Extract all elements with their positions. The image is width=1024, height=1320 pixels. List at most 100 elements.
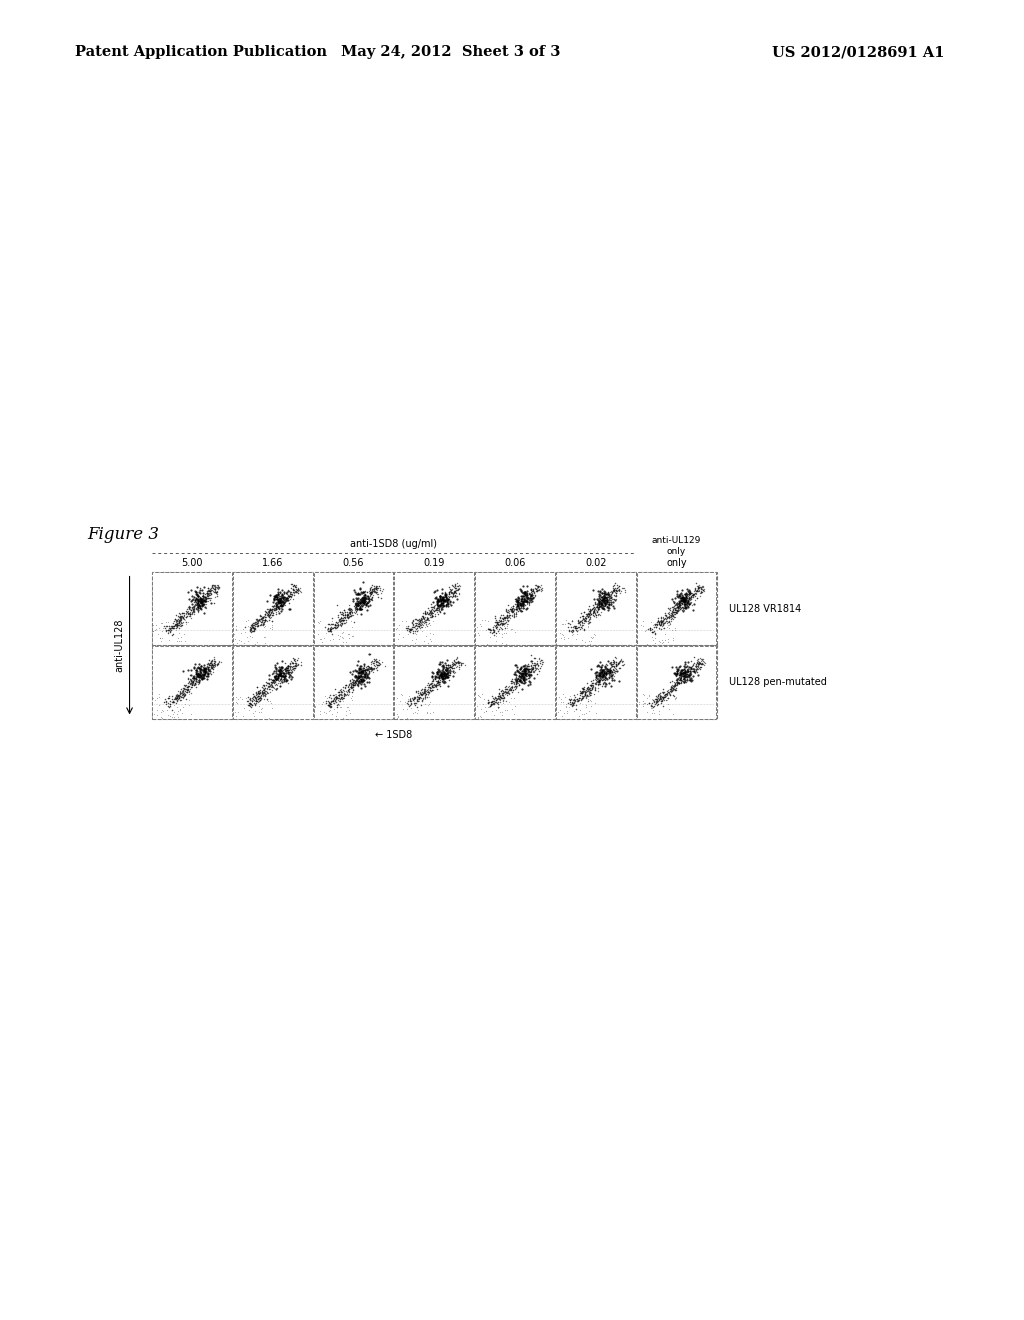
Point — [344, 605, 360, 626]
Point — [153, 627, 169, 648]
Point — [274, 598, 291, 619]
Point — [273, 579, 290, 601]
Point — [430, 594, 446, 615]
Point — [269, 597, 286, 618]
Point — [347, 672, 364, 693]
Point — [588, 605, 604, 626]
Point — [600, 659, 616, 680]
Point — [265, 669, 282, 690]
Point — [364, 657, 380, 678]
Point — [574, 678, 591, 700]
Point — [443, 579, 460, 601]
Point — [273, 590, 290, 611]
Point — [648, 616, 665, 638]
Point — [660, 602, 677, 623]
Point — [333, 603, 349, 624]
Point — [603, 589, 620, 610]
Point — [594, 590, 610, 611]
Point — [568, 620, 585, 642]
Point — [202, 660, 218, 681]
Point — [366, 578, 382, 599]
Point — [515, 591, 531, 612]
Point — [596, 593, 612, 614]
Point — [691, 653, 708, 675]
Point — [419, 701, 435, 722]
Point — [198, 590, 214, 611]
Point — [273, 660, 290, 681]
Point — [499, 602, 515, 623]
Point — [528, 653, 545, 675]
Point — [420, 672, 436, 693]
Point — [517, 665, 534, 686]
Point — [373, 582, 389, 603]
Point — [667, 599, 683, 620]
Point — [489, 612, 506, 634]
Point — [598, 591, 614, 612]
Point — [683, 664, 699, 685]
Point — [166, 609, 182, 630]
Point — [410, 611, 426, 632]
Point — [254, 612, 270, 634]
Point — [673, 669, 689, 690]
Point — [288, 578, 304, 599]
Point — [506, 603, 522, 624]
Point — [674, 593, 690, 614]
Point — [603, 582, 620, 603]
Point — [580, 676, 596, 697]
Point — [422, 677, 438, 698]
Point — [311, 612, 328, 634]
Point — [248, 689, 264, 710]
Point — [493, 610, 509, 631]
Bar — [313, 645, 393, 719]
Point — [534, 653, 550, 675]
Point — [184, 598, 201, 619]
Point — [524, 579, 541, 601]
Point — [558, 697, 574, 718]
Point — [607, 653, 624, 675]
Point — [205, 656, 221, 677]
Point — [574, 704, 591, 725]
Point — [520, 583, 537, 605]
Point — [422, 628, 438, 649]
Point — [360, 595, 377, 616]
Point — [592, 667, 608, 688]
Point — [524, 583, 541, 605]
Point — [333, 678, 349, 700]
Point — [252, 606, 268, 627]
Point — [440, 660, 457, 681]
Point — [271, 659, 288, 680]
Point — [362, 657, 379, 678]
Point — [654, 686, 671, 708]
Point — [250, 682, 266, 704]
Point — [368, 576, 384, 597]
Point — [369, 655, 385, 676]
Point — [499, 614, 515, 635]
Point — [689, 587, 706, 609]
Point — [328, 688, 344, 709]
Point — [365, 582, 381, 603]
Point — [353, 595, 370, 616]
Point — [597, 668, 613, 689]
Point — [369, 651, 385, 672]
Point — [556, 627, 572, 648]
Point — [357, 591, 374, 612]
Point — [338, 675, 354, 696]
Point — [354, 660, 371, 681]
Point — [356, 590, 373, 611]
Point — [329, 689, 345, 710]
Point — [360, 661, 377, 682]
Point — [438, 659, 455, 680]
Point — [644, 622, 660, 643]
Point — [451, 651, 467, 672]
Point — [321, 612, 337, 634]
Point — [261, 610, 278, 631]
Point — [519, 661, 536, 682]
Point — [654, 612, 671, 634]
Point — [605, 579, 622, 601]
Point — [198, 665, 214, 686]
Point — [339, 680, 355, 701]
Point — [608, 653, 625, 675]
Point — [650, 690, 667, 711]
Point — [206, 647, 222, 668]
Point — [494, 684, 510, 705]
